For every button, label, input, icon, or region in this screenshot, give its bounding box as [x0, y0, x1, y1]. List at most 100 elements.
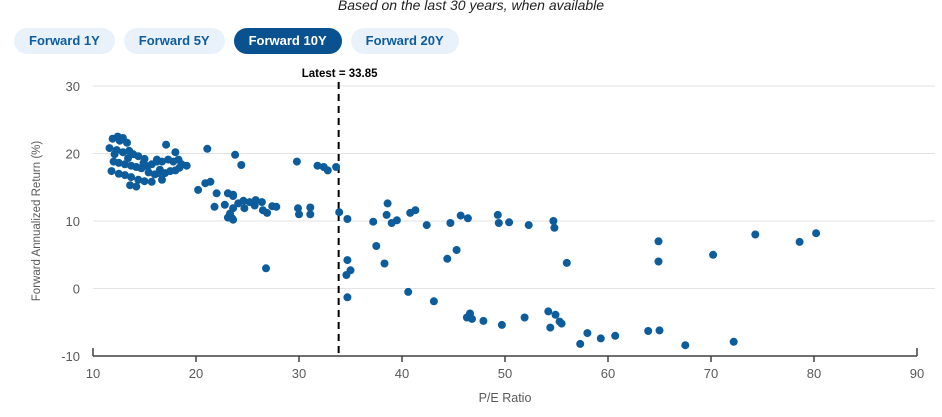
data-point[interactable]	[751, 230, 760, 239]
data-point[interactable]	[171, 166, 180, 175]
data-point[interactable]	[550, 223, 559, 232]
data-point[interactable]	[120, 171, 129, 180]
data-point[interactable]	[262, 264, 270, 273]
data-point[interactable]	[422, 221, 431, 230]
data-point[interactable]	[210, 202, 219, 211]
data-point[interactable]	[162, 140, 171, 149]
data-point[interactable]	[132, 182, 141, 191]
data-point[interactable]	[263, 208, 272, 217]
data-point[interactable]	[795, 237, 804, 246]
data-point[interactable]	[505, 218, 514, 227]
data-point[interactable]	[295, 210, 303, 219]
data-point[interactable]	[206, 177, 215, 186]
data-point[interactable]	[446, 219, 455, 227]
data-point[interactable]	[681, 341, 690, 350]
data-point[interactable]	[497, 320, 506, 329]
data-point[interactable]	[306, 210, 315, 219]
data-point[interactable]	[220, 200, 229, 209]
data-point[interactable]	[323, 166, 332, 175]
data-point[interactable]	[231, 150, 240, 159]
data-point[interactable]	[158, 157, 166, 166]
tab-forward-20y[interactable]: Forward 20Y	[350, 28, 459, 54]
data-point[interactable]	[212, 189, 221, 198]
data-point[interactable]	[292, 157, 301, 166]
data-point[interactable]	[383, 199, 392, 208]
data-point[interactable]	[237, 161, 246, 169]
data-point[interactable]	[115, 136, 124, 145]
data-point[interactable]	[140, 177, 149, 186]
data-point[interactable]	[369, 217, 378, 226]
data-point[interactable]	[654, 257, 663, 266]
data-point[interactable]	[549, 217, 558, 225]
data-point[interactable]	[171, 148, 180, 157]
data-point[interactable]	[551, 310, 560, 319]
data-point[interactable]	[524, 221, 533, 230]
data-point[interactable]	[655, 326, 664, 335]
data-point[interactable]	[134, 152, 143, 161]
data-point[interactable]	[544, 307, 553, 316]
data-point[interactable]	[456, 211, 465, 220]
data-point[interactable]	[294, 204, 302, 213]
data-point[interactable]	[654, 237, 663, 246]
data-point[interactable]	[120, 160, 129, 169]
data-point[interactable]	[332, 163, 341, 171]
data-point[interactable]	[494, 219, 503, 227]
data-point[interactable]	[194, 185, 203, 194]
tab-forward-10y[interactable]: Forward 10Y	[233, 28, 342, 54]
data-point[interactable]	[452, 246, 461, 254]
data-point[interactable]	[380, 259, 389, 268]
data-point[interactable]	[313, 161, 322, 170]
data-point[interactable]	[520, 313, 529, 322]
data-point[interactable]	[110, 150, 119, 159]
data-point[interactable]	[257, 198, 266, 207]
data-point[interactable]	[107, 167, 116, 176]
data-point[interactable]	[114, 158, 123, 167]
data-point[interactable]	[443, 254, 452, 263]
data-point[interactable]	[114, 169, 123, 178]
data-point[interactable]	[342, 271, 351, 279]
data-point[interactable]	[239, 196, 248, 205]
data-point[interactable]	[709, 250, 718, 259]
data-point[interactable]	[493, 210, 502, 219]
data-point[interactable]	[272, 202, 281, 211]
data-point[interactable]	[404, 287, 413, 296]
data-point[interactable]	[306, 203, 315, 212]
data-point[interactable]	[557, 319, 566, 328]
data-point[interactable]	[611, 331, 620, 340]
tab-forward-1y[interactable]: Forward 1Y	[14, 28, 115, 54]
data-point[interactable]	[576, 339, 585, 348]
data-point[interactable]	[343, 215, 352, 223]
data-point[interactable]	[127, 173, 136, 182]
data-point[interactable]	[392, 216, 401, 225]
data-point[interactable]	[118, 148, 127, 157]
data-point[interactable]	[644, 327, 653, 335]
tab-forward-5y[interactable]: Forward 5Y	[123, 28, 225, 54]
data-point[interactable]	[583, 329, 592, 338]
data-point[interactable]	[372, 242, 381, 250]
data-point[interactable]	[411, 206, 420, 215]
data-point[interactable]	[382, 210, 391, 219]
data-point[interactable]	[139, 158, 148, 167]
data-point[interactable]	[124, 154, 132, 163]
data-point[interactable]	[134, 175, 143, 184]
data-point[interactable]	[126, 181, 135, 190]
data-point[interactable]	[229, 204, 238, 213]
data-point[interactable]	[105, 144, 114, 153]
data-point[interactable]	[463, 214, 472, 223]
data-point[interactable]	[468, 314, 476, 323]
data-point[interactable]	[562, 258, 571, 267]
data-point[interactable]	[546, 323, 555, 332]
data-point[interactable]	[251, 196, 260, 205]
data-point[interactable]	[144, 168, 153, 177]
data-point[interactable]	[203, 144, 212, 153]
data-point[interactable]	[240, 204, 249, 213]
data-point[interactable]	[596, 334, 605, 343]
data-point[interactable]	[229, 192, 238, 200]
data-point[interactable]	[812, 229, 821, 238]
data-point[interactable]	[335, 208, 344, 217]
data-point[interactable]	[479, 316, 488, 325]
data-point[interactable]	[229, 215, 238, 224]
data-point[interactable]	[158, 175, 166, 184]
data-point[interactable]	[343, 293, 352, 302]
data-point[interactable]	[429, 297, 438, 306]
